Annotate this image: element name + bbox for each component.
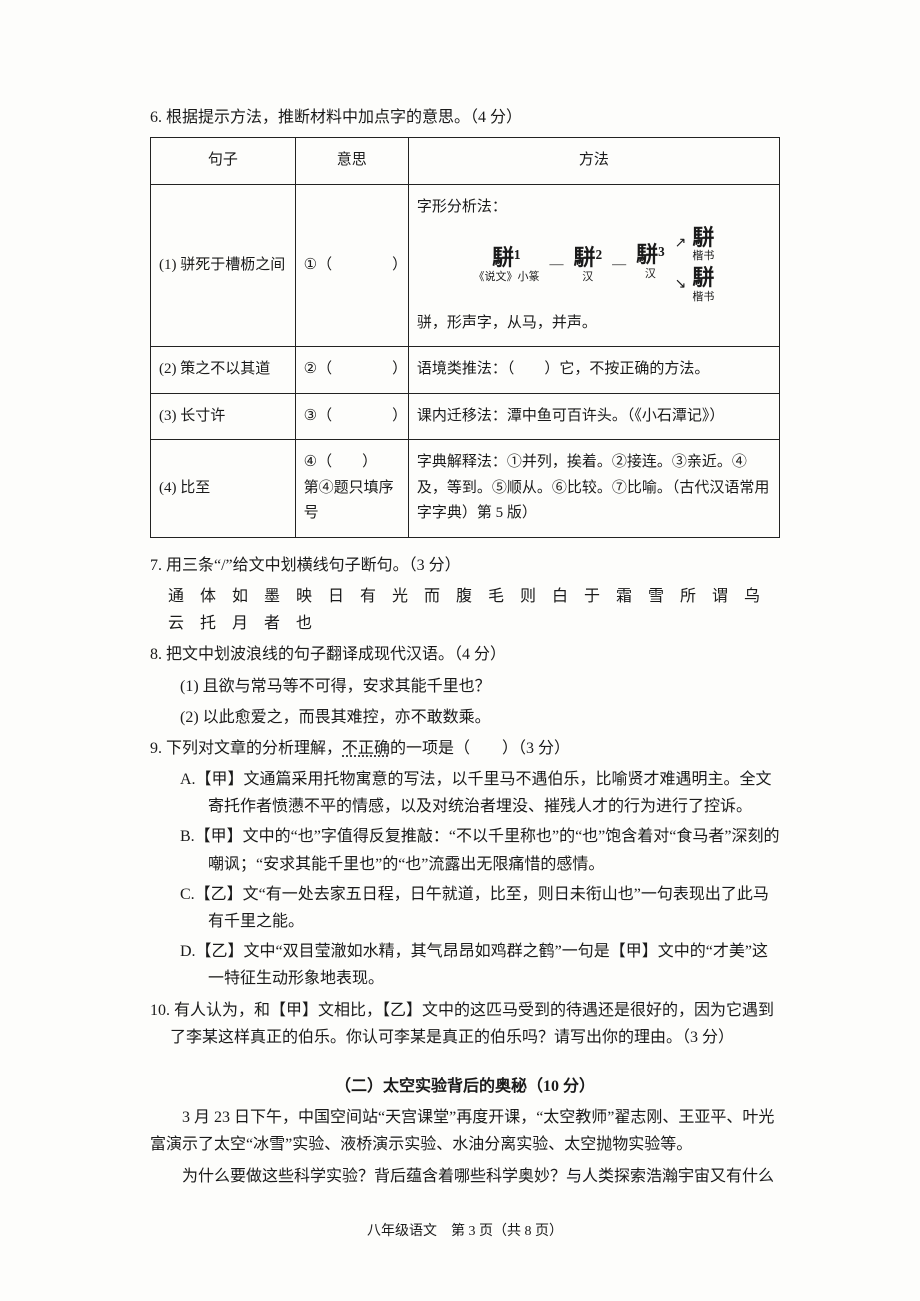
q9-option-d: D.【乙】文中“双目莹澈如水精，其气昂昂如鸡群之鹤”一句是【甲】文中的“才美”这… [180,938,780,992]
q6-table: 句子 意思 方法 (1) 骈死于槽枥之间 ①（ ） 字形分析法： 駢¹ 《说文》… [150,137,780,538]
q6-r1-method-top: 字形分析法： [417,195,771,221]
q6-r4-sentence: (4) 比至 [151,440,296,538]
glyph-4a: 駢 楷书 [692,226,714,262]
q9-option-a: A.【甲】文通篇采用托物寓意的写法，以千里马不遇伯乐，比喻贤才难遇明主。全文寄托… [180,766,780,820]
glyph-branch-group: ↗ 駢 楷书 ↘ 駢 楷书 [675,226,715,303]
q6-th-meaning: 意思 [295,138,408,185]
glyph-1: 駢¹ 《说文》小篆 [473,246,539,282]
q9-options: A.【甲】文通篇采用托物寓意的写法，以千里马不遇伯乐，比喻贤才难遇明主。全文寄托… [180,766,780,993]
q6-r1-glyph-evolution: 駢¹ 《说文》小篆 — 駢² 汉 — 駢³ 汉 ↗ [417,226,771,303]
exam-page: 6. 根据提示方法，推断材料中加点字的意思。（4 分） 句子 意思 方法 (1)… [0,0,920,1301]
q6-th-sentence: 句子 [151,138,296,185]
q9-stem-b: 不正确 [342,740,390,757]
glyph-4b: 駢 楷书 [692,266,714,302]
section2-p2: 为什么要做这些科学实验？背后蕴含着哪些科学奥妙？与人类探索浩瀚宇宙又有什么 [150,1163,780,1190]
glyph-sep: — [612,253,626,277]
q6-r4-meaning: ④（ ） 第④题只填序号 [295,440,408,538]
q6-r1-method: 字形分析法： 駢¹ 《说文》小篆 — 駢² 汉 — 駢³ 汉 [408,184,779,347]
q9-option-c: C.【乙】文“有一处去家五日程，日午就道，比至，则日未衔山也”一句表现出了此马有… [180,881,780,935]
q6-r2-sentence: (2) 策之不以其道 [151,347,296,394]
q10-stem: 10. 有人认为，和【甲】文相比，【乙】文中的这匹马受到的待遇还是很好的，因为它… [150,997,780,1051]
q7-stem: 7. 用三条“/”给文中划横线句子断句。（3 分） [150,552,780,579]
q9-option-b: B.【甲】文中的“也”字值得反复推敲：“不以千里称也”的“也”饱含着对“食马者”… [180,823,780,877]
q6-th-method: 方法 [408,138,779,185]
q6-r4-meaning-note: 第④题只填序号 [304,480,394,522]
q6-r1-meaning: ①（ ） [295,184,408,347]
q8-sub1: (1) 且欲与常马等不可得，安求其能千里也？ [180,673,780,700]
q6-r4-meaning-label: ④（ ） [304,454,377,470]
q9-stem-c: 的一项是（ ）（3 分） [390,740,570,757]
glyph-sep: — [549,253,563,277]
section2-p1: 3 月 23 日下午，中国空间站“天宫课堂”再度开课，“太空教师”翟志刚、王亚平… [150,1104,780,1158]
q6-r1-method-bottom: 骈，形声字，从马，并声。 [417,311,771,337]
q6-r2-meaning: ②（ ） [295,347,408,394]
section2-title: （二）太空实验背后的奥秘（10 分） [150,1073,780,1100]
q6-r1-sentence: (1) 骈死于槽枥之间 [151,184,296,347]
q6-row-3: (3) 长寸许 ③（ ） 课内迁移法：潭中鱼可百许头。（《小石潭记》） [151,393,780,440]
q6-r3-sentence: (3) 长寸许 [151,393,296,440]
q6-r3-method: 课内迁移法：潭中鱼可百许头。（《小石潭记》） [408,393,779,440]
q6-r2-method: 语境类推法：（ ）它，不按正确的方法。 [408,347,779,394]
q9-stem-a: 9. 下列对文章的分析理解， [150,740,342,757]
glyph-3: 駢³ 汉 [636,243,665,285]
q7-text: 通 体 如 墨 映 日 有 光 而 腹 毛 则 白 于 霜 雪 所 谓 乌 云 … [168,583,780,637]
q8-stem: 8. 把文中划波浪线的句子翻译成现代汉语。（4 分） [150,641,780,668]
q9-stem: 9. 下列对文章的分析理解，不正确的一项是（ ）（3 分） [150,735,780,762]
page-footer: 八年级语文 第 3 页（共 8 页） [150,1220,780,1244]
q8-sub2: (2) 以此愈爱之，而畏其难控，亦不敢数乘。 [180,704,780,731]
q6-row-2: (2) 策之不以其道 ②（ ） 语境类推法：（ ）它，不按正确的方法。 [151,347,780,394]
q6-stem: 6. 根据提示方法，推断材料中加点字的意思。（4 分） [150,104,780,131]
q6-r3-meaning: ③（ ） [295,393,408,440]
q6-row-1: (1) 骈死于槽枥之间 ①（ ） 字形分析法： 駢¹ 《说文》小篆 — 駢² 汉… [151,184,780,347]
q6-r4-method: 字典解释法：①并列，挨着。②接连。③亲近。④及，等到。⑤顺从。⑥比较。⑦比喻。（… [408,440,779,538]
q6-row-4: (4) 比至 ④（ ） 第④题只填序号 字典解释法：①并列，挨着。②接连。③亲近… [151,440,780,538]
glyph-2: 駢² 汉 [573,246,602,282]
